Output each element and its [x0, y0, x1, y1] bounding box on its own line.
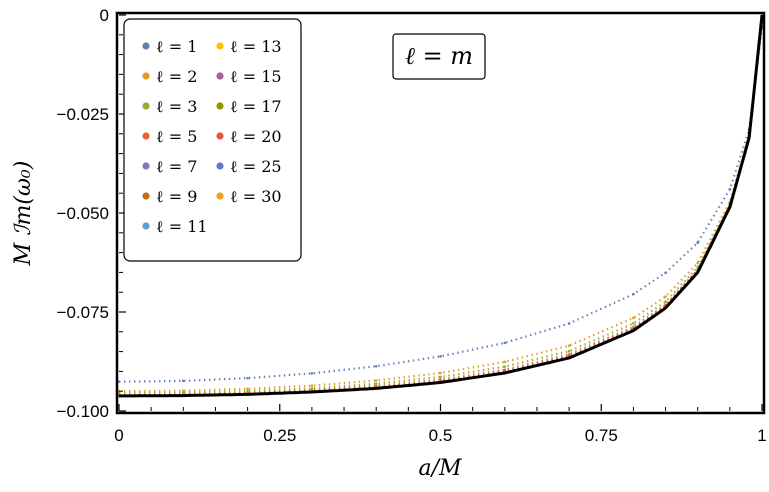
data-point: [182, 389, 185, 393]
data-point: [374, 364, 378, 368]
data-point: [728, 187, 732, 191]
y-tick-label: −0.025: [57, 105, 109, 124]
legend-label: ℓ = 5: [156, 127, 197, 146]
annotation-label: ℓ = m: [405, 42, 473, 70]
x-tick-label: 0.75: [585, 426, 618, 445]
y-tick-label: −0.050: [57, 204, 109, 223]
legend-marker: [142, 42, 150, 50]
data-point: [246, 387, 249, 391]
data-point: [439, 375, 442, 379]
legend-label: ℓ = 7: [156, 157, 197, 176]
legend-label: ℓ = 11: [156, 217, 208, 236]
x-tick-label: 0.5: [429, 426, 453, 445]
data-point: [503, 368, 507, 372]
data-point: [439, 371, 442, 375]
legend-label: ℓ = 13: [230, 37, 282, 56]
legend-marker: [142, 102, 150, 110]
y-tick-label: 0: [100, 6, 109, 25]
legend-label: ℓ = 15: [230, 67, 282, 86]
data-point: [310, 387, 314, 390]
data-point: [246, 376, 249, 380]
legend-label: ℓ = 17: [230, 97, 282, 116]
legend-marker: [142, 72, 150, 80]
x-tick-label: 1: [757, 426, 766, 445]
x-tick-label: 0: [114, 426, 123, 445]
data-point: [503, 341, 507, 345]
data-point: [439, 355, 442, 358]
legend-frame: [123, 18, 302, 262]
data-point: [374, 382, 378, 385]
legend-marker: [142, 132, 150, 140]
legend-marker: [142, 222, 150, 230]
data-point: [310, 372, 314, 375]
data-point: [567, 353, 571, 356]
legend-marker: [216, 162, 224, 170]
legend-label: ℓ = 1: [156, 37, 197, 56]
y-axis-title: M ℐm(ω₀): [11, 161, 36, 267]
reference-curve-layer: [118, 14, 764, 398]
data-point: [503, 365, 507, 368]
data-point: [439, 378, 442, 382]
data-point: [696, 241, 699, 244]
legend-marker: [216, 42, 224, 50]
legend-marker: [216, 72, 224, 80]
data-point: [664, 300, 667, 304]
plot-frame: [115, 11, 766, 415]
y-tick-label: −0.100: [57, 402, 109, 421]
x-axis-title: a/M: [418, 456, 462, 481]
legend-label: ℓ = 25: [230, 157, 282, 176]
data-point: [374, 379, 378, 382]
data-point: [696, 261, 699, 265]
data-point: [567, 322, 571, 325]
data-point: [310, 384, 314, 387]
annotation-box: ℓ = m: [392, 33, 486, 80]
data-point: [567, 344, 571, 347]
legend-marker: [142, 192, 150, 200]
legend-label: ℓ = 3: [156, 97, 197, 116]
x-tick-label: 0.25: [263, 426, 296, 445]
y-tick-label: −0.075: [57, 303, 109, 322]
legend-label: ℓ = 9: [156, 187, 197, 206]
legend-marker: [216, 102, 224, 110]
legend: ℓ = 1 ℓ = 2 ℓ = 3 ℓ = 5 ℓ = 7 ℓ = 9 ℓ = 11 ℓ = …: [123, 18, 302, 262]
data-point: [632, 322, 635, 325]
data-point: [632, 316, 635, 320]
data-point: [117, 380, 121, 383]
data-point: [246, 389, 249, 393]
axes-layer: 0 0.25 0.5 0.75 1 0 −0.025 −0.050 −0.075 −0.100: [57, 6, 767, 445]
reference-curve: [118, 14, 764, 398]
data-point: [664, 295, 667, 298]
data-point: [182, 379, 185, 383]
data-point: [182, 391, 185, 395]
legend-label: ℓ = 2: [156, 67, 197, 86]
legend-label: ℓ = 20: [230, 127, 282, 146]
data-point: [664, 271, 667, 275]
legend-label: ℓ = 30: [230, 187, 282, 206]
data-point: [632, 325, 635, 329]
data-point: [567, 349, 571, 353]
legend-marker: [216, 132, 224, 140]
data-point: [117, 391, 121, 395]
legend-marker: [142, 162, 150, 170]
data-point: [632, 292, 635, 296]
data-point: [374, 384, 378, 388]
data-point: [503, 360, 507, 364]
legend-marker: [216, 192, 224, 200]
